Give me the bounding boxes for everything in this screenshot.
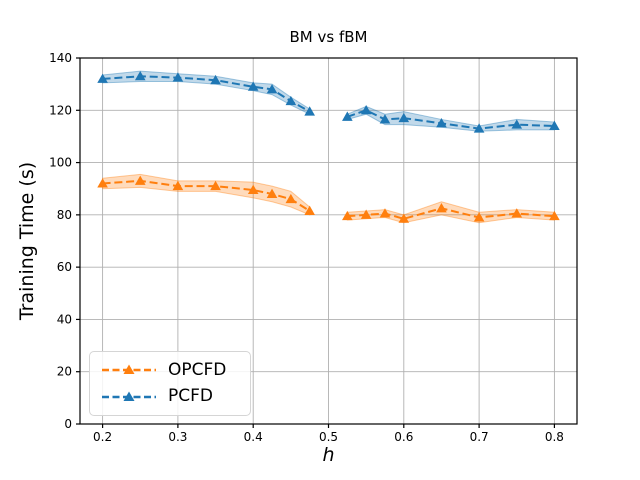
data-point-marker bbox=[473, 123, 485, 133]
legend-entry-opcfd: OPCFD bbox=[100, 359, 240, 380]
data-point-marker bbox=[511, 119, 523, 129]
data-point-marker bbox=[549, 120, 560, 130]
x-tick-label: 0.6 bbox=[394, 430, 413, 444]
y-tick-label: 120 bbox=[49, 103, 72, 117]
y-tick-label: 100 bbox=[49, 156, 72, 170]
data-point-marker bbox=[210, 180, 221, 191]
data-point-marker bbox=[172, 72, 184, 82]
data-point-marker bbox=[172, 180, 184, 191]
data-point-marker bbox=[360, 209, 372, 219]
data-point-marker bbox=[210, 74, 221, 85]
error-band bbox=[346, 201, 555, 224]
data-point-marker bbox=[511, 208, 523, 218]
series-line bbox=[347, 109, 555, 130]
legend-entry-pcfd: PCFD bbox=[100, 388, 240, 405]
x-tick-label: 0.8 bbox=[545, 430, 564, 444]
y-tick-label: 80 bbox=[57, 208, 72, 222]
data-point-marker bbox=[360, 104, 372, 115]
y-tick-label: 140 bbox=[49, 51, 72, 65]
data-point-marker bbox=[285, 95, 297, 106]
x-tick-label: 0.7 bbox=[470, 430, 489, 444]
pcfd-line-sample-icon bbox=[102, 391, 156, 401]
y-tick-label: 40 bbox=[57, 312, 72, 326]
data-point-marker bbox=[97, 178, 108, 188]
x-tick-label: 0.3 bbox=[168, 430, 187, 444]
data-point-marker bbox=[247, 81, 259, 91]
data-point-marker bbox=[342, 210, 353, 221]
legend-label-opcfd: OPCFD bbox=[168, 359, 227, 380]
data-point-marker bbox=[549, 210, 560, 221]
x-tick-label: 0.5 bbox=[319, 430, 338, 444]
data-point-marker bbox=[436, 118, 447, 128]
x-axis-label: h bbox=[322, 444, 335, 466]
data-point-marker bbox=[398, 213, 410, 223]
data-point-marker bbox=[398, 112, 410, 123]
legend-sample-marker bbox=[123, 364, 135, 375]
y-axis-label: Training Time (s) bbox=[16, 161, 38, 321]
legend: OPCFD PCFD bbox=[89, 351, 251, 416]
data-point-marker bbox=[134, 71, 146, 81]
data-point-marker bbox=[304, 106, 315, 116]
data-point-marker bbox=[379, 114, 391, 124]
y-tick-label: 60 bbox=[57, 260, 72, 274]
data-point-marker bbox=[473, 212, 485, 222]
series-line bbox=[102, 75, 311, 113]
data-point-marker bbox=[134, 175, 146, 185]
y-tick-label: 20 bbox=[57, 365, 72, 379]
data-point-marker bbox=[285, 193, 297, 204]
opcfd-line-sample-icon bbox=[102, 364, 156, 375]
data-point-marker bbox=[266, 188, 278, 198]
data-point-marker bbox=[342, 111, 353, 121]
data-point-marker bbox=[97, 73, 108, 83]
y-tick-label: 0 bbox=[64, 417, 72, 431]
x-tick-label: 0.2 bbox=[93, 430, 112, 444]
series-line bbox=[102, 179, 311, 212]
chart-title: BM vs fBM bbox=[289, 28, 368, 46]
legend-label-pcfd: PCFD bbox=[168, 386, 213, 407]
data-point-marker bbox=[436, 203, 447, 213]
x-tick-label: 0.4 bbox=[244, 430, 263, 444]
data-point-marker bbox=[304, 205, 315, 215]
data-point-marker bbox=[247, 184, 259, 195]
series-line bbox=[347, 207, 555, 220]
data-point-marker bbox=[379, 208, 391, 218]
data-point-marker bbox=[266, 84, 278, 94]
legend-sample-marker bbox=[123, 391, 135, 401]
